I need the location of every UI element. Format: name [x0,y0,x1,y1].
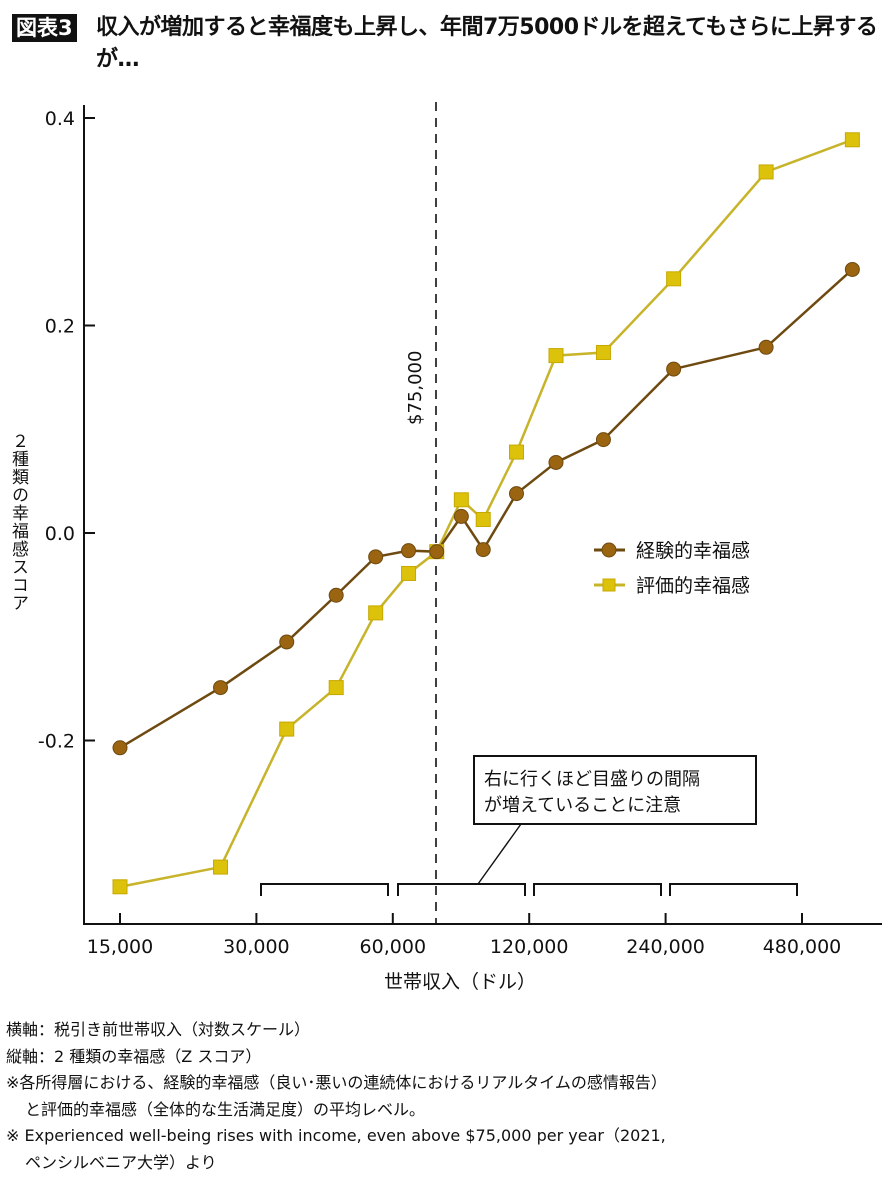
y-tick-label: -0.2 [38,731,75,753]
y-tick-label: 0.2 [45,316,75,338]
series-line-experienced [119,268,854,749]
data-point-circle [595,432,611,448]
note-y-axis: 縦軸：2 種類の幸福感（Z スコア） [6,1046,262,1066]
figure-title: 収入が増加すると幸福度も上昇し、年間7万5000ドルを超えてもさらに上昇するが… [96,15,878,72]
series-markers-evaluative [112,132,860,895]
annotation-pointer [477,823,522,885]
data-point-square [548,348,564,364]
data-point-circle [429,544,445,560]
x-tick-label: 15,000 [87,936,153,958]
data-point-circle [279,634,295,650]
note-source: ※ Experienced well-being rises with inco… [6,1126,666,1145]
data-point-circle [508,486,524,502]
data-point-square [453,492,469,508]
note-description: ※各所得層における、経験的幸福感（良い･悪いの連続体におけるリアルタイムの感情報… [6,1073,667,1092]
x-tick-label: 120,000 [490,936,569,958]
figure-notes: 横軸：税引き前世帯収入（対数スケール） 縦軸：2 種類の幸福感（Z スコア） ※… [6,1017,886,1176]
data-point-square [279,721,295,737]
annotation-text-line1: 右に行くほど目盛りの間隔 [484,769,700,790]
x-tick-label: 30,000 [223,936,289,958]
y-ticks: 0.4 0.2 0.0 -0.2 [38,108,95,753]
data-point-circle [548,454,564,470]
legend-label-experienced: 経験的幸福感 [636,540,750,562]
data-point-square [595,344,611,360]
line-chart: 0.4 0.2 0.0 -0.2 15,000 30,000 60,000 120,000 2… [38,102,882,993]
data-point-circle [758,339,774,355]
series-markers-experienced [112,261,860,756]
data-point-circle [453,508,469,524]
data-point-square [508,444,524,460]
data-point-circle [401,543,417,559]
data-point-square [112,879,128,895]
x-tick-label: 60,000 [360,936,426,958]
x-axis-label: 世帯収入（ドル） [384,971,536,993]
interval-brackets [260,883,798,896]
data-point-square [328,680,344,696]
data-point-square [666,271,682,287]
note-x-axis: 横軸：税引き前世帯収入（対数スケール） [6,1020,311,1039]
data-point-square [401,565,417,581]
annotation-text-line2: が増えていることに注意 [484,795,681,816]
x-tick-label: 240,000 [626,936,705,958]
legend: 経験的幸福感 評価的幸福感 [594,540,750,597]
x-tick-label: 480,000 [763,936,842,958]
y-tick-label: 0.4 [45,108,75,130]
circle-marker-icon [601,542,617,558]
data-point-square [368,605,384,621]
data-point-circle [475,542,491,558]
data-point-square [475,512,491,528]
reference-line-label: $75,000 [405,351,426,425]
data-point-square [213,859,229,875]
data-point-circle [112,740,128,756]
y-axis-label: ２種類の幸福感スコア [8,432,28,612]
y-tick-label: 0.0 [45,523,75,545]
note-source-cont: ペンシルベニア大学）より [25,1152,217,1172]
x-ticks: 15,000 30,000 60,000 120,000 240,000 480,000 [87,913,842,958]
data-point-square [758,164,774,180]
figure-badge: 図表3 [12,14,77,42]
data-point-circle [666,361,682,377]
data-point-square [844,132,860,148]
data-point-circle [328,587,344,603]
data-point-circle [844,261,860,277]
data-point-circle [368,549,384,565]
data-point-circle [213,680,229,696]
legend-label-evaluative: 評価的幸福感 [636,575,750,597]
note-description-cont: と評価的幸福感（全体的な生活満足度）の平均レベル。 [25,1099,426,1119]
square-marker-icon [602,578,616,592]
annotation-box [473,755,757,825]
